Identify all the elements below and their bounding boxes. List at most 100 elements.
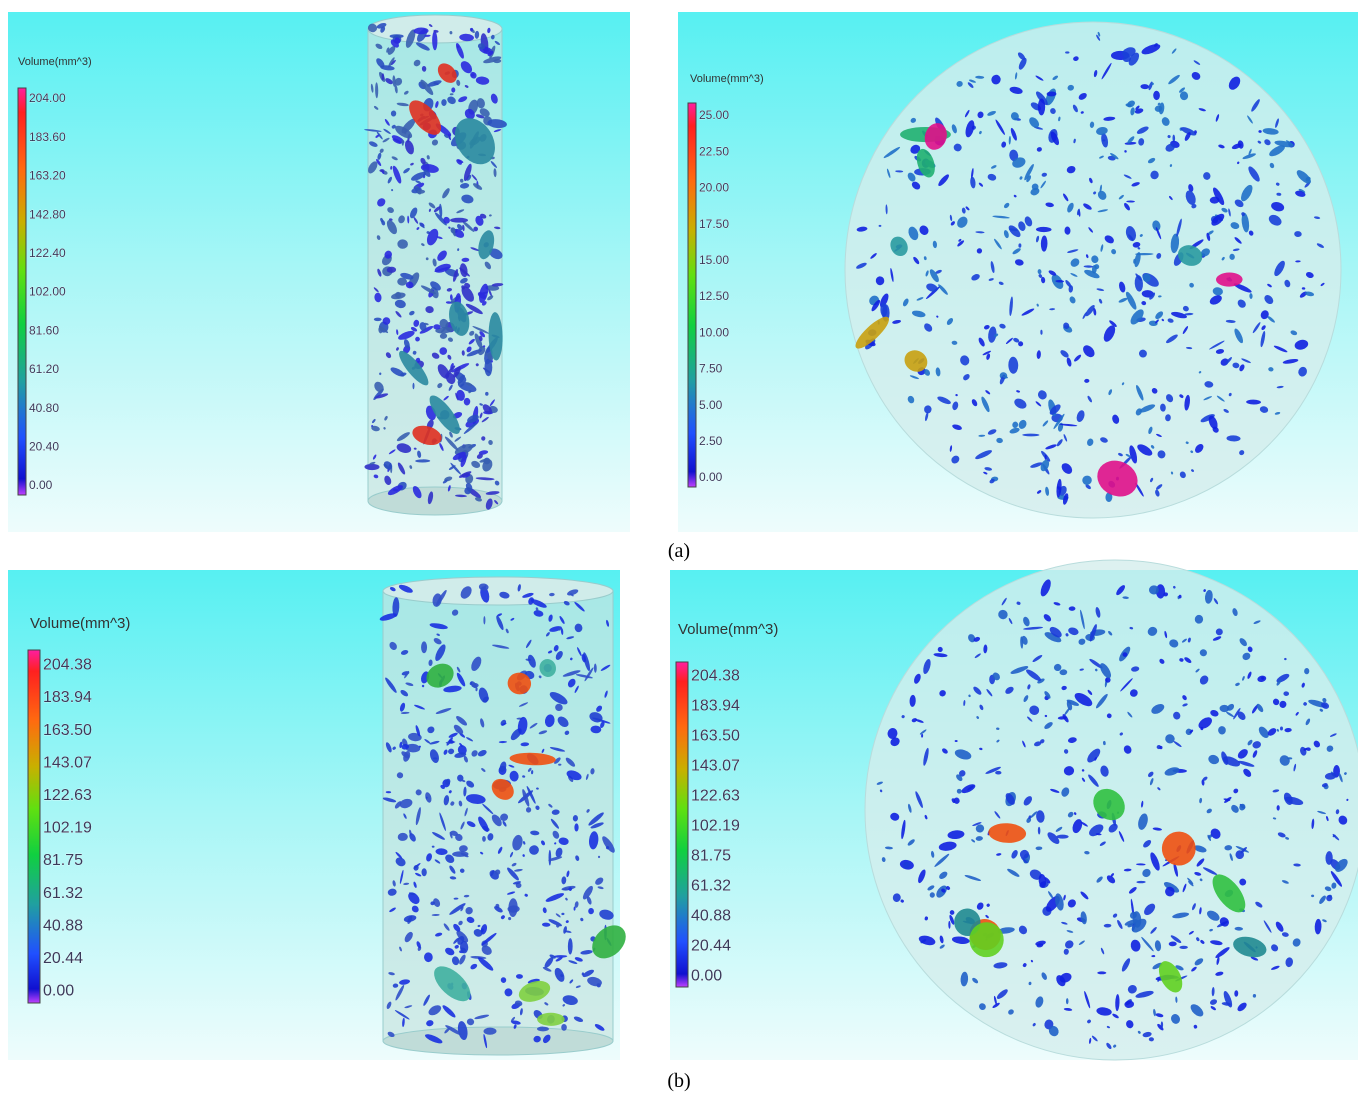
pore bbox=[1112, 913, 1118, 918]
pore bbox=[1067, 899, 1076, 908]
pore bbox=[1216, 395, 1225, 402]
colorbar-tick-label: 12.50 bbox=[699, 289, 729, 303]
pore bbox=[1089, 658, 1103, 669]
pore bbox=[488, 439, 493, 445]
pore bbox=[1235, 845, 1250, 853]
pore bbox=[1067, 84, 1074, 91]
pore bbox=[431, 139, 439, 146]
pore bbox=[1129, 689, 1138, 697]
pore bbox=[1298, 188, 1306, 193]
pore bbox=[1153, 1008, 1156, 1017]
pore bbox=[1242, 153, 1256, 160]
pore bbox=[1206, 808, 1212, 814]
pore bbox=[483, 616, 486, 625]
pore bbox=[484, 358, 493, 377]
pore bbox=[1002, 375, 1008, 379]
pore bbox=[1169, 164, 1173, 168]
pore bbox=[399, 741, 403, 748]
pore bbox=[1237, 1002, 1247, 1012]
pore bbox=[477, 43, 486, 50]
pore bbox=[1122, 596, 1129, 599]
pore bbox=[992, 672, 1000, 681]
pore bbox=[1141, 800, 1144, 808]
pore bbox=[1182, 326, 1189, 335]
pore bbox=[1125, 291, 1137, 310]
pore bbox=[1076, 208, 1080, 216]
pore bbox=[1035, 996, 1044, 1008]
pore bbox=[555, 703, 563, 712]
pore bbox=[929, 269, 939, 283]
pore bbox=[445, 778, 451, 785]
pore bbox=[992, 215, 1010, 219]
pore bbox=[585, 773, 589, 781]
pore bbox=[1103, 116, 1116, 121]
pore bbox=[923, 747, 929, 766]
pore bbox=[577, 647, 582, 657]
pore bbox=[432, 31, 438, 51]
pore bbox=[1247, 646, 1253, 653]
pore bbox=[465, 794, 486, 804]
pore bbox=[1252, 750, 1258, 758]
pore bbox=[1058, 116, 1061, 122]
pore bbox=[1126, 200, 1136, 203]
pore bbox=[1078, 638, 1086, 645]
pore bbox=[1222, 756, 1241, 767]
pore bbox=[955, 394, 958, 397]
pore bbox=[1012, 157, 1026, 168]
pore bbox=[1234, 926, 1244, 931]
pore bbox=[1144, 903, 1156, 916]
pore bbox=[460, 906, 464, 912]
pore bbox=[1211, 213, 1225, 226]
pore bbox=[517, 716, 528, 735]
pore bbox=[1279, 726, 1283, 731]
pore bbox=[1119, 732, 1123, 736]
pore bbox=[1189, 282, 1194, 288]
pore bbox=[478, 335, 483, 342]
pore bbox=[430, 901, 435, 906]
pore bbox=[963, 699, 966, 707]
pore bbox=[1276, 805, 1280, 811]
pore bbox=[464, 85, 469, 88]
pore bbox=[1156, 252, 1162, 259]
pore bbox=[1275, 118, 1279, 128]
pore bbox=[443, 216, 450, 224]
pore bbox=[1093, 69, 1098, 78]
pore bbox=[1136, 126, 1149, 134]
pore bbox=[483, 345, 486, 348]
pore bbox=[1160, 403, 1166, 412]
pore bbox=[453, 366, 461, 378]
pore bbox=[400, 711, 410, 714]
pore bbox=[1080, 821, 1088, 827]
pore bbox=[542, 907, 547, 914]
pore bbox=[1036, 303, 1039, 307]
pore bbox=[1206, 232, 1211, 241]
pore bbox=[976, 248, 983, 254]
colorbar-tick-label: 183.94 bbox=[43, 689, 92, 706]
pore bbox=[391, 189, 394, 192]
pore bbox=[1128, 886, 1137, 894]
pore bbox=[1251, 704, 1259, 714]
pore bbox=[1056, 975, 1066, 987]
pore bbox=[1188, 184, 1194, 192]
pore bbox=[397, 239, 408, 249]
pore bbox=[420, 157, 426, 165]
pore bbox=[1020, 636, 1024, 649]
pore bbox=[968, 634, 976, 643]
pore bbox=[950, 221, 955, 226]
pore bbox=[1129, 445, 1138, 464]
pore bbox=[1024, 216, 1033, 227]
pore bbox=[432, 258, 437, 267]
pore bbox=[413, 319, 420, 327]
pore bbox=[451, 956, 460, 966]
pore bbox=[574, 901, 579, 908]
pore bbox=[1047, 832, 1060, 845]
pore bbox=[1042, 420, 1049, 427]
legend-title: Volume(mm^3) bbox=[30, 615, 130, 632]
pore bbox=[500, 915, 505, 920]
pore bbox=[1210, 709, 1219, 717]
pore bbox=[421, 641, 428, 654]
pore bbox=[1224, 845, 1233, 851]
pore bbox=[376, 58, 385, 68]
pore bbox=[461, 779, 466, 783]
pore bbox=[403, 167, 410, 174]
